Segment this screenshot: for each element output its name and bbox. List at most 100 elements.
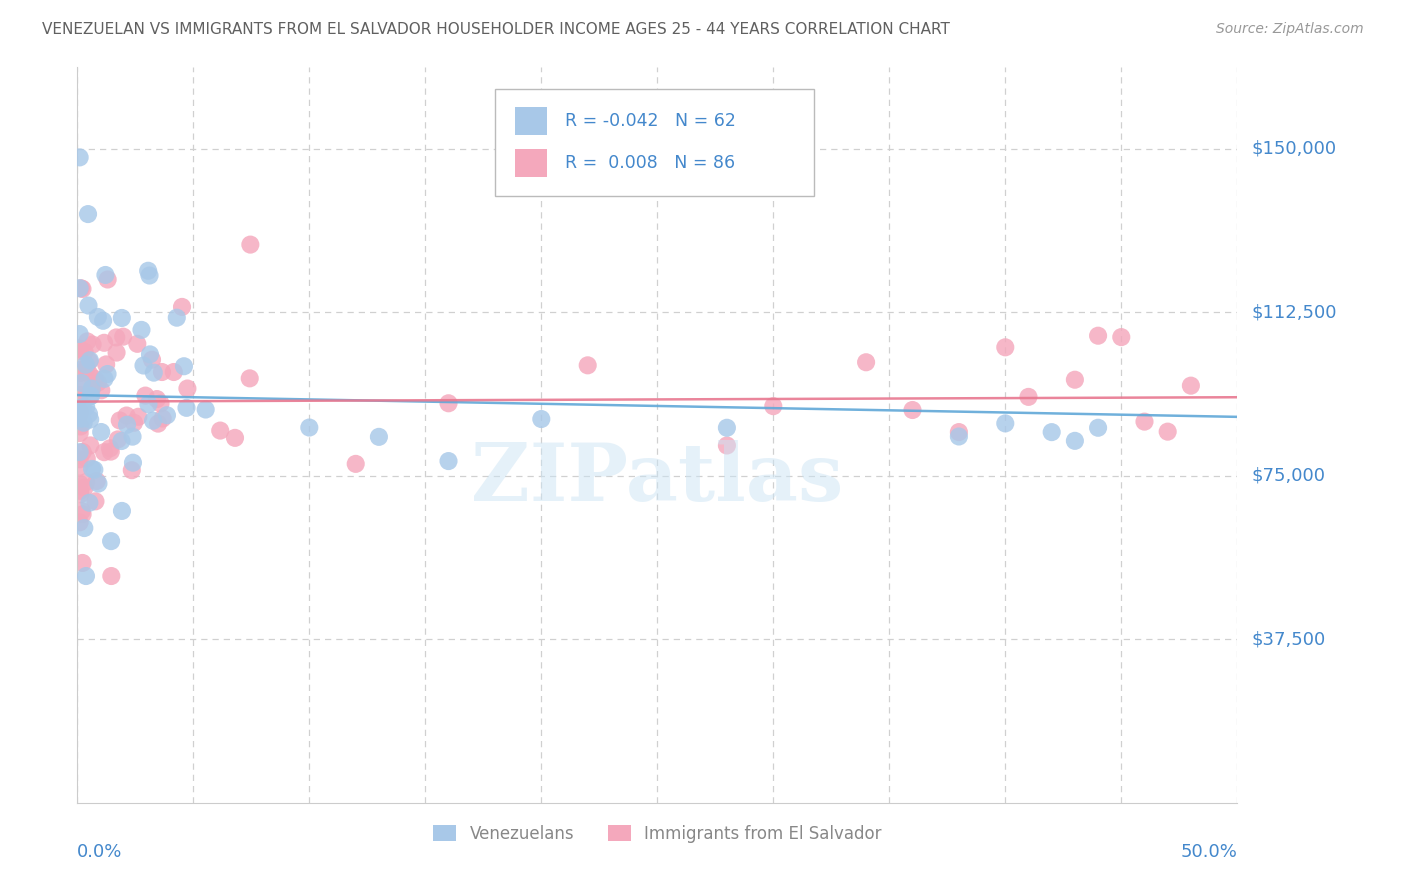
Text: R = -0.042   N = 62: R = -0.042 N = 62 [565, 112, 735, 129]
Point [239, 237, 262, 252]
Point [111, 310, 134, 325]
Point [762, 399, 785, 413]
Point [176, 401, 198, 415]
Point [156, 409, 179, 423]
Point [855, 355, 877, 369]
Point [107, 433, 129, 447]
Point [79, 389, 101, 403]
Point [530, 412, 553, 426]
Point [115, 409, 138, 423]
Point [69, 406, 91, 420]
Point [105, 330, 128, 344]
Point [948, 425, 970, 439]
Point [93, 372, 115, 386]
Point [122, 456, 145, 470]
Point [149, 396, 172, 410]
Text: $150,000: $150,000 [1251, 140, 1336, 158]
Point [72, 416, 94, 430]
Point [121, 463, 143, 477]
Point [70, 376, 93, 390]
Point [108, 413, 131, 427]
FancyBboxPatch shape [515, 107, 547, 135]
Point [72, 445, 94, 459]
Point [75, 569, 97, 583]
Point [239, 371, 262, 385]
Point [75, 401, 97, 415]
Point [170, 300, 193, 314]
Point [84, 372, 107, 386]
Point [152, 411, 174, 425]
Point [69, 344, 91, 359]
Point [901, 403, 924, 417]
Point [69, 404, 91, 418]
Point [75, 361, 97, 376]
Point [437, 454, 460, 468]
Point [173, 359, 195, 374]
Point [100, 534, 122, 549]
Point [90, 384, 112, 398]
Point [176, 382, 198, 396]
Point [77, 407, 100, 421]
Point [70, 504, 93, 518]
Point [142, 366, 165, 380]
Point [150, 365, 173, 379]
Point [141, 352, 163, 367]
Point [93, 335, 115, 350]
Text: $112,500: $112,500 [1251, 303, 1337, 321]
Point [86, 474, 108, 488]
Point [69, 459, 91, 474]
Point [110, 434, 132, 448]
Point [69, 516, 91, 530]
Point [69, 388, 91, 402]
FancyBboxPatch shape [515, 149, 547, 177]
Point [368, 430, 391, 444]
Point [209, 424, 232, 438]
Point [1063, 373, 1085, 387]
Point [298, 420, 321, 434]
Point [80, 382, 103, 396]
Point [163, 365, 186, 379]
Point [79, 354, 101, 368]
Point [136, 264, 159, 278]
Point [69, 487, 91, 501]
Point [194, 402, 217, 417]
Point [96, 358, 118, 372]
Point [72, 402, 94, 417]
Point [344, 457, 367, 471]
Point [87, 310, 110, 324]
Point [132, 359, 155, 373]
Point [131, 323, 153, 337]
Point [69, 281, 91, 295]
Text: Source: ZipAtlas.com: Source: ZipAtlas.com [1216, 22, 1364, 37]
Point [80, 389, 103, 403]
Point [79, 496, 101, 510]
Point [79, 438, 101, 452]
Point [69, 452, 91, 467]
Point [84, 494, 107, 508]
Point [70, 411, 93, 425]
Point [72, 508, 94, 522]
Point [994, 417, 1017, 431]
Point [100, 444, 122, 458]
Point [138, 268, 160, 283]
Point [127, 409, 149, 424]
Point [70, 281, 93, 295]
Text: VENEZUELAN VS IMMIGRANTS FROM EL SALVADOR HOUSEHOLDER INCOME AGES 25 - 44 YEARS : VENEZUELAN VS IMMIGRANTS FROM EL SALVADO… [42, 22, 950, 37]
Point [121, 430, 143, 444]
Point [70, 401, 93, 415]
Point [166, 310, 188, 325]
Point [69, 483, 91, 498]
Point [72, 556, 94, 570]
Point [69, 150, 91, 164]
Point [69, 426, 91, 441]
Point [79, 353, 101, 368]
Point [100, 569, 122, 583]
Point [142, 414, 165, 428]
Point [98, 442, 121, 456]
Point [83, 463, 105, 477]
Point [96, 367, 118, 381]
Point [73, 377, 96, 392]
Point [69, 391, 91, 405]
Point [76, 451, 98, 466]
Point [1111, 330, 1133, 344]
